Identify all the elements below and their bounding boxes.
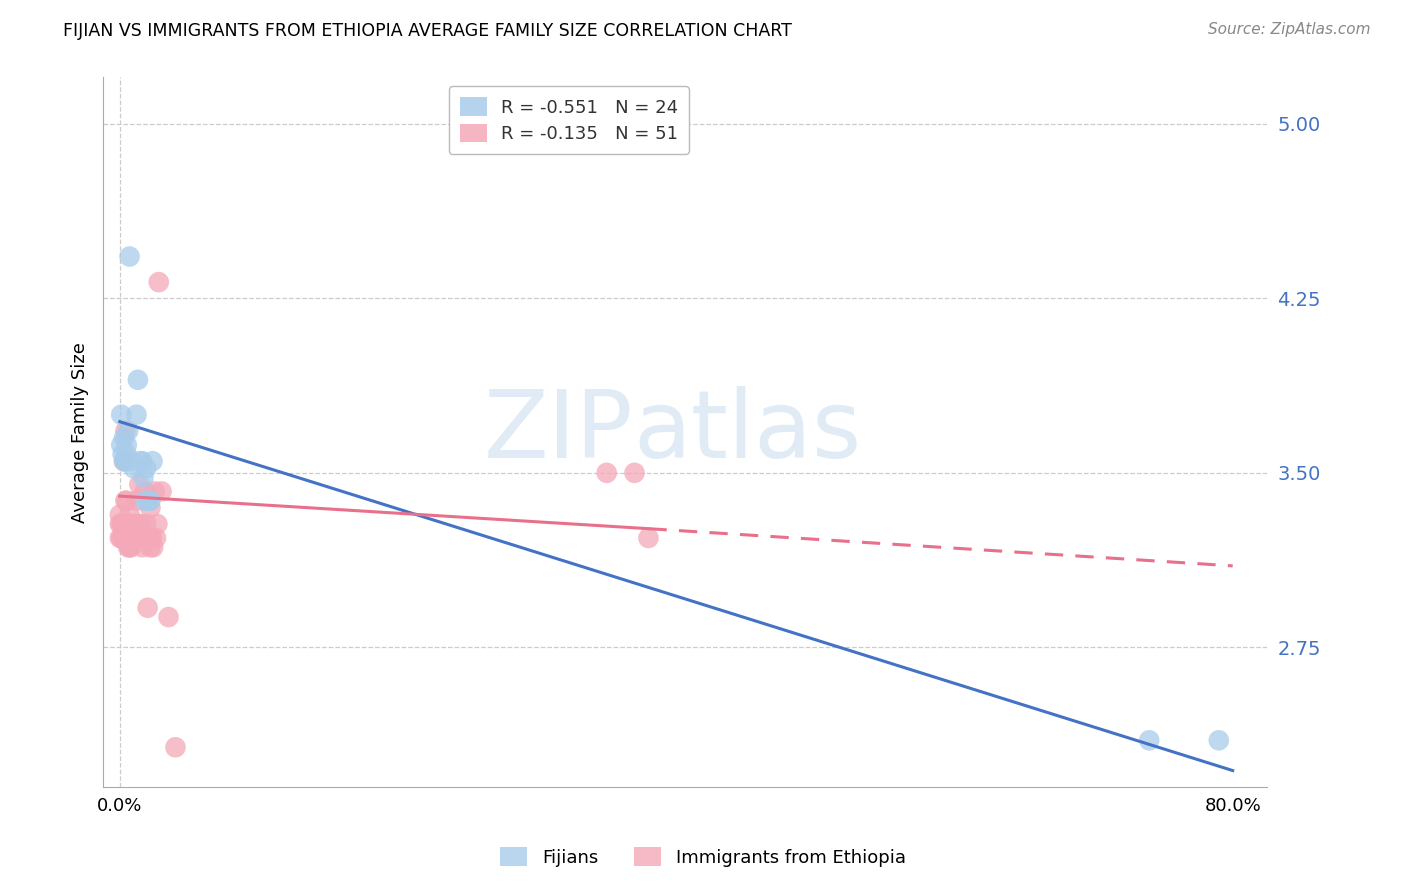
Point [108,508,131,522]
Point [115,516,138,531]
Point [115,531,138,545]
Point [114,424,136,438]
Point [122,531,145,545]
Point [150,484,173,499]
Point [115,493,138,508]
Point [114,493,136,508]
Point [146,516,169,531]
Point [145,531,167,545]
Point [114,454,136,468]
Point [1208,733,1230,747]
Text: ZIP: ZIP [484,386,633,478]
Point [142,541,165,555]
Point [127,373,149,387]
Point [108,531,131,545]
Point [120,524,142,538]
Point [125,408,148,422]
Text: FIJIAN VS IMMIGRANTS FROM ETHIOPIA AVERAGE FAMILY SIZE CORRELATION CHART: FIJIAN VS IMMIGRANTS FROM ETHIOPIA AVERA… [63,22,792,40]
Point [157,610,180,624]
Point [129,516,152,531]
Point [112,454,135,468]
Point [121,531,143,545]
Point [136,600,159,615]
Point [120,454,142,468]
Point [110,408,132,422]
Point [148,275,170,289]
Point [128,477,150,491]
Point [135,461,157,475]
Point [117,516,139,531]
Point [139,493,162,508]
Point [111,531,134,545]
Point [127,516,149,531]
Point [108,516,131,531]
Point [117,541,139,555]
Point [141,454,163,468]
Point [118,508,141,522]
Point [623,466,645,480]
Point [131,541,153,555]
Point [143,484,166,499]
Point [115,438,138,452]
Text: atlas: atlas [633,386,860,478]
Y-axis label: Average Family Size: Average Family Size [72,342,89,523]
Point [129,454,152,468]
Point [118,541,141,555]
Point [111,516,134,531]
Point [124,516,146,531]
Point [118,250,141,264]
Point [121,516,143,531]
Point [110,516,132,531]
Point [596,466,619,480]
Point [112,431,135,445]
Point [138,493,160,508]
Point [120,541,142,555]
Point [134,493,156,508]
Point [111,447,134,461]
Point [112,454,135,468]
Point [1137,733,1160,747]
Point [134,484,156,499]
Point [165,740,187,755]
Point [139,541,162,555]
Point [125,531,148,545]
Legend: R = -0.551   N = 24, R = -0.135   N = 51: R = -0.551 N = 24, R = -0.135 N = 51 [449,87,689,154]
Point [132,470,155,484]
Point [112,531,135,545]
Text: Source: ZipAtlas.com: Source: ZipAtlas.com [1208,22,1371,37]
Point [110,531,132,545]
Point [122,461,145,475]
Point [110,438,132,452]
Point [117,424,139,438]
Point [118,531,141,545]
Point [141,531,163,545]
Point [132,531,155,545]
Point [115,447,138,461]
Point [112,516,135,531]
Point [131,454,153,468]
Point [135,516,157,531]
Legend: Fijians, Immigrants from Ethiopia: Fijians, Immigrants from Ethiopia [494,840,912,874]
Point [139,500,162,515]
Point [125,493,148,508]
Point [138,531,160,545]
Point [637,531,659,545]
